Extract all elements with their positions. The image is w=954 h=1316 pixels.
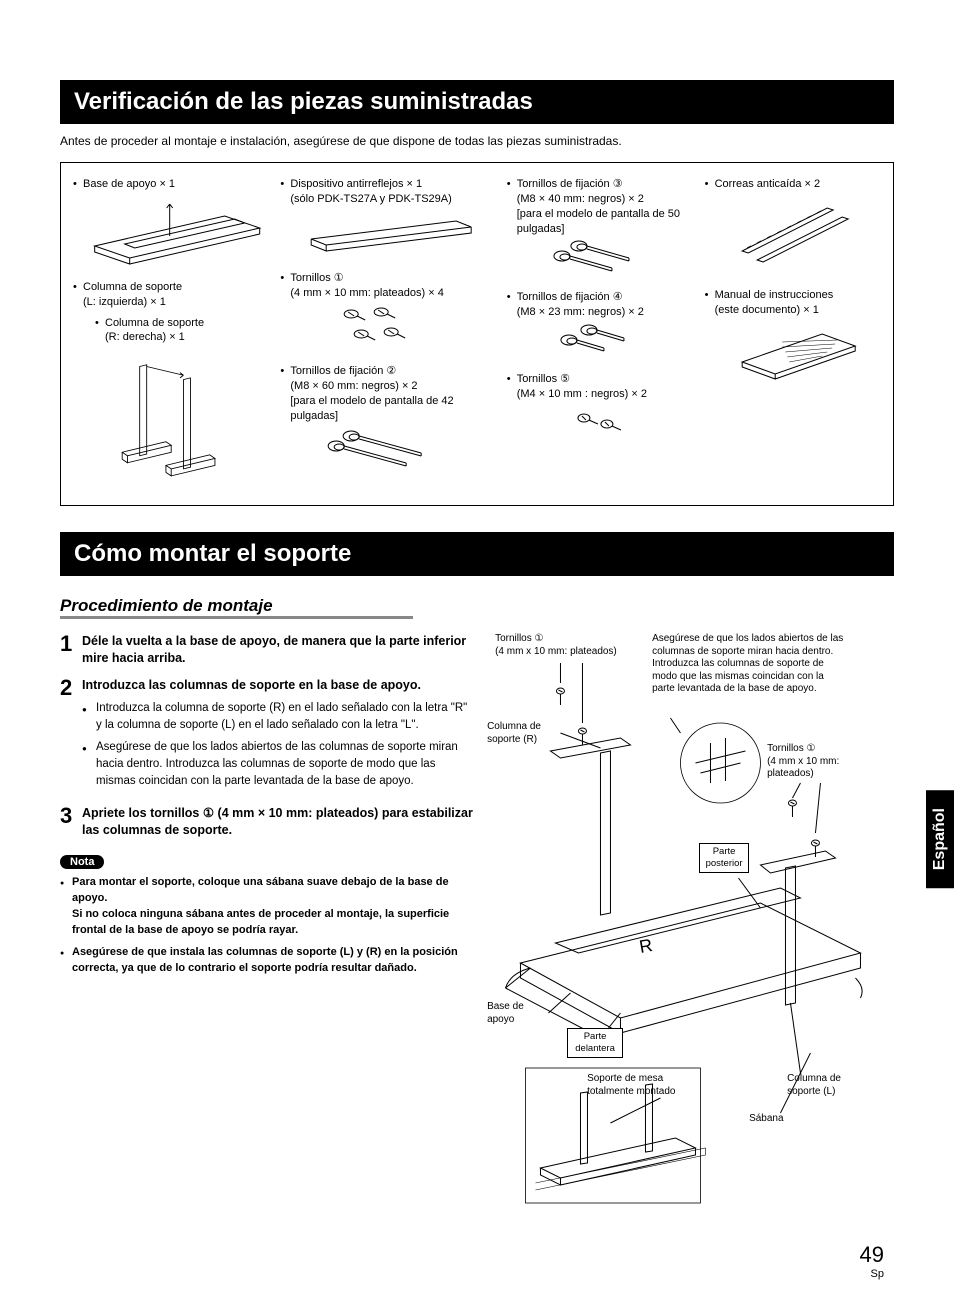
dlabel-base: Base de apoyo [487, 1001, 537, 1026]
part-torn3-label: Tornillos de fijación ③ [505, 177, 695, 192]
part-torn2-label: Tornillos de fijación ② [278, 364, 496, 379]
nota-1: Para montar el soporte, coloque una sába… [60, 875, 475, 939]
torn1-illustration [286, 304, 496, 352]
dlabel-parte-post: Parte posterior [699, 843, 749, 873]
part-torn3-sub: (M8 × 40 mm: negros) × 2 [505, 192, 695, 207]
torn5-illustration [513, 406, 695, 438]
part-torn2-sub: (M8 × 60 mm: negros) × 2 [278, 379, 496, 394]
part-manual-sub: (este documento) × 1 [703, 303, 883, 318]
torn2-illustration [286, 428, 496, 468]
correas-illustration [711, 196, 883, 276]
part-torn4-label: Tornillos de fijación ④ [505, 290, 695, 305]
part-torn2-sub2: [para el modelo de pantalla de 42 pulgad… [278, 394, 496, 424]
parts-box: Base de apoyo × 1 Columna de soporte (L:… [60, 162, 894, 506]
step-2-bullet-1: Introduzca la columna de soporte (R) en … [82, 700, 475, 733]
step-2-num: 2 [60, 677, 82, 795]
language-tab: Español [926, 790, 954, 888]
dlabel-sabana: Sábana [749, 1113, 783, 1126]
part-colL-label: Columna de soporte [71, 280, 270, 295]
assembly-diagram: Tornillos ① (4 mm x 10 mm: plateados) As… [487, 633, 894, 1213]
dlabel-torn-r: Tornillos ① (4 mm x 10 mm: plateados) [767, 743, 862, 781]
part-torn5-sub: (M4 × 10 mm : negros) × 2 [505, 387, 695, 402]
step-1-title: Déle la vuelta a la base de apoyo, de ma… [82, 633, 475, 667]
base-illustration [79, 196, 270, 268]
part-colR-label: Columna de soporte [93, 316, 270, 331]
section-header-2: Cómo montar el soporte [60, 532, 894, 576]
part-torn4-sub: (M8 × 23 mm: negros) × 2 [505, 305, 695, 320]
part-base-label: Base de apoyo × 1 [71, 177, 270, 192]
step-2-title: Introduzca las columnas de soporte en la… [82, 677, 475, 694]
dlabel-soporte: Soporte de mesa totalmente montado [587, 1073, 697, 1098]
nota-badge: Nota [60, 855, 104, 869]
part-correas-label: Correas anticaída × 2 [703, 177, 883, 192]
step-3-title: Apriete los tornillos ① (4 mm × 10 mm: p… [82, 805, 475, 839]
intro-text: Antes de proceder al montaje e instalaci… [60, 134, 894, 148]
torn4-illustration [513, 324, 695, 360]
part-colR-sub: (R: derecha) × 1 [93, 330, 270, 345]
part-torn3-sub2: [para el modelo de pantalla de 50 pulgad… [505, 207, 695, 237]
nota-2: Asegúrese de que instala las columnas de… [60, 945, 475, 977]
part-antiref-sub: (sólo PDK-TS27A y PDK-TS29A) [278, 192, 496, 207]
dlabel-colR: Columna de soporte (R) [487, 721, 557, 746]
part-colL-sub: (L: izquierda) × 1 [71, 295, 270, 310]
dlabel-colL: Columna de soporte (L) [787, 1073, 857, 1098]
antiref-illustration [286, 211, 496, 259]
torn3-illustration [513, 240, 695, 278]
part-torn1-sub: (4 mm × 10 mm: plateados) × 4 [278, 286, 496, 301]
dlabel-parte-del: Parte delantera [567, 1028, 623, 1058]
section-header-1: Verificación de las piezas suministradas [60, 80, 894, 124]
part-manual-label: Manual de instrucciones [703, 288, 883, 303]
subtitle: Procedimiento de montaje [60, 596, 413, 619]
dlabel-torn-top: Tornillos ① (4 mm x 10 mm: plateados) [495, 633, 645, 658]
step-3-num: 3 [60, 805, 82, 839]
part-antiref-label: Dispositivo antirreflejos × 1 [278, 177, 496, 192]
svg-text:R: R [638, 935, 654, 957]
columns-illustration [79, 349, 270, 489]
page-number: 49 Sp [860, 1242, 884, 1280]
part-torn1-label: Tornillos ① [278, 271, 496, 286]
step-2-bullet-2: Asegúrese de que los lados abiertos de l… [82, 739, 475, 789]
step-1-num: 1 [60, 633, 82, 667]
part-torn5-label: Tornillos ⑤ [505, 372, 695, 387]
dlabel-note-right: Asegúrese de que los lados abiertos de l… [652, 633, 847, 696]
manual-illustration [711, 322, 883, 382]
